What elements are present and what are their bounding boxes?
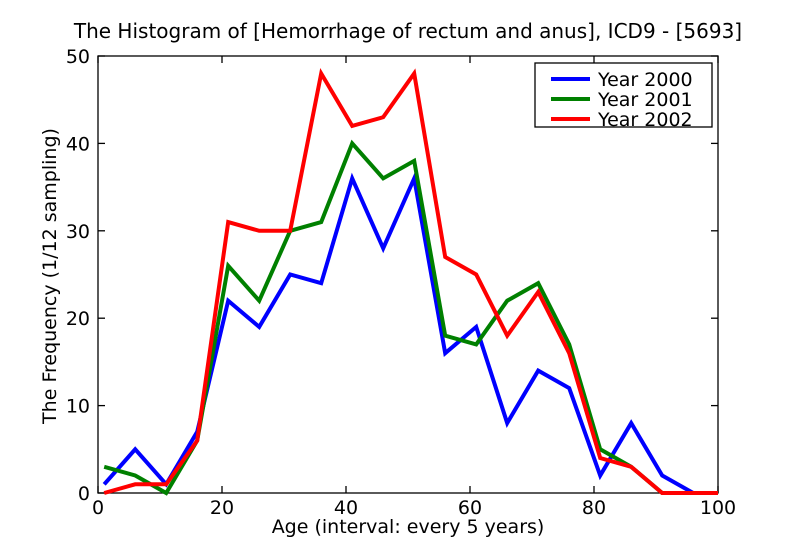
plot-border — [97, 55, 719, 494]
legend-label: Year 2001 — [597, 89, 693, 111]
x-tick-label: 80 — [582, 497, 606, 519]
legend-label: Year 2002 — [597, 109, 693, 131]
y-tick-label: 20 — [66, 308, 90, 330]
x-axis-label: Age (interval: every 5 years) — [272, 516, 545, 538]
legend-box — [534, 62, 713, 128]
series-lines — [102, 67, 718, 496]
x-tick-label: 20 — [210, 497, 234, 519]
y-tick-label: 10 — [66, 396, 90, 418]
series-line-year-2002 — [103, 67, 718, 495]
legend-label: Year 2000 — [597, 69, 693, 91]
x-tick-label: 0 — [92, 497, 104, 519]
x-tick-label: 60 — [458, 497, 482, 519]
x-tick-label: 100 — [700, 497, 736, 519]
y-axis-label: The Frequency (1/12 sampling) — [39, 128, 61, 425]
x-tick-label: 40 — [334, 497, 358, 519]
chart-title: The Histogram of [Hemorrhage of rectum a… — [73, 19, 742, 43]
y-tick-label: 30 — [66, 221, 90, 243]
series-line-year-2001 — [103, 139, 718, 496]
y-tick-label: 50 — [66, 46, 90, 68]
y-axis-ticks: 0 10 20 30 40 50 — [66, 46, 718, 505]
y-tick-label: 40 — [66, 133, 90, 155]
y-tick-label: 0 — [78, 483, 90, 505]
